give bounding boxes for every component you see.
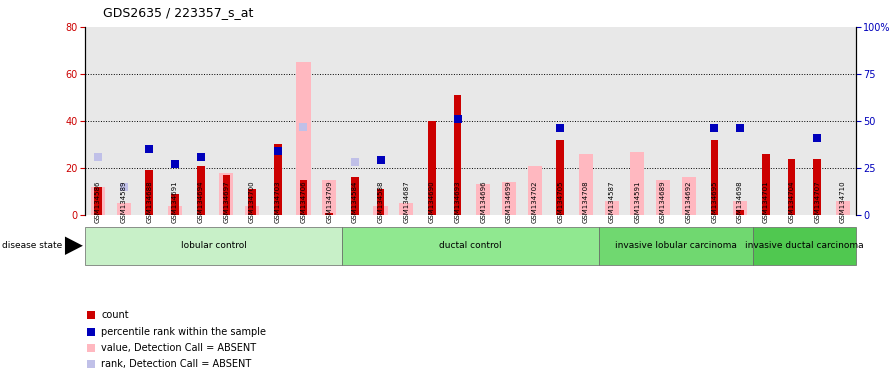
Text: GDS2635 / 223357_s_at: GDS2635 / 223357_s_at [103,6,254,19]
Text: value, Detection Call = ABSENT: value, Detection Call = ABSENT [101,343,256,353]
Bar [579,154,593,215]
Bar [836,201,850,215]
Text: GSM134709: GSM134709 [326,180,332,223]
Text: GSM134589: GSM134589 [121,180,126,223]
Bar [374,206,388,215]
Bar [342,227,599,265]
Bar [220,173,234,215]
Bar [682,177,696,215]
Text: lobular control: lobular control [181,241,246,250]
Text: GSM134688: GSM134688 [146,180,152,223]
Bar [630,152,644,215]
Text: GSM134694: GSM134694 [198,180,203,223]
Text: GSM134588: GSM134588 [377,180,383,223]
Text: invasive lobular carcinoma: invasive lobular carcinoma [615,241,737,250]
Bar [145,170,153,215]
Bar [656,180,670,215]
Text: GSM134701: GSM134701 [762,180,769,223]
Bar [762,154,770,215]
Text: GSM134700: GSM134700 [249,180,255,223]
Bar [814,159,821,215]
Bar [528,166,542,215]
Text: GSM134690: GSM134690 [429,180,435,223]
Bar [753,227,856,265]
Text: rank, Detection Call = ABSENT: rank, Detection Call = ABSENT [101,359,252,369]
Bar [171,194,179,215]
Text: GSM134710: GSM134710 [840,180,846,223]
Bar [274,144,281,215]
Text: ductal control: ductal control [439,241,502,250]
Bar [116,203,131,215]
Text: GSM134705: GSM134705 [557,180,564,223]
Text: GSM134693: GSM134693 [454,180,461,223]
Text: percentile rank within the sample: percentile rank within the sample [101,327,266,337]
Bar [788,159,796,215]
Text: GSM134587: GSM134587 [608,180,615,223]
Bar [297,62,311,215]
Bar [711,140,719,215]
Bar [197,166,204,215]
Bar [599,227,753,265]
Text: GSM134697: GSM134697 [223,180,229,223]
Text: GSM134706: GSM134706 [300,180,306,223]
Bar [737,210,744,215]
Bar [94,187,102,215]
Bar [322,180,336,215]
Bar [556,140,564,215]
Text: GSM134695: GSM134695 [711,180,718,223]
Text: count: count [101,310,129,320]
Bar [453,95,461,215]
Bar [376,189,384,215]
Text: GSM134687: GSM134687 [403,180,409,223]
Polygon shape [65,237,83,255]
Text: GSM134591: GSM134591 [634,180,641,223]
Bar [222,175,230,215]
Bar [168,206,182,215]
Text: GSM134698: GSM134698 [737,180,743,223]
Bar [428,121,435,215]
Bar [502,182,516,215]
Text: GSM134586: GSM134586 [95,180,101,223]
Bar [90,187,105,215]
Bar [351,177,358,215]
Bar [299,180,307,215]
Bar [245,206,259,215]
Text: GSM134696: GSM134696 [480,180,487,223]
Bar [325,213,333,215]
Bar [248,189,256,215]
Text: GSM134689: GSM134689 [660,180,666,223]
Text: GSM134703: GSM134703 [275,180,280,223]
Text: GSM134702: GSM134702 [531,180,538,223]
Text: disease state: disease state [2,241,62,250]
Text: GSM134699: GSM134699 [506,180,512,223]
Bar [476,184,490,215]
Text: invasive ductal carcinoma: invasive ductal carcinoma [745,241,864,250]
Bar [399,203,413,215]
Bar [733,201,747,215]
Bar [85,227,342,265]
Text: GSM134708: GSM134708 [583,180,589,223]
Text: GSM134691: GSM134691 [172,180,178,223]
Text: GSM134584: GSM134584 [352,180,358,223]
Text: GSM134704: GSM134704 [788,180,795,223]
Text: GSM134692: GSM134692 [685,180,692,223]
Text: GSM134707: GSM134707 [814,180,820,223]
Bar [605,201,619,215]
